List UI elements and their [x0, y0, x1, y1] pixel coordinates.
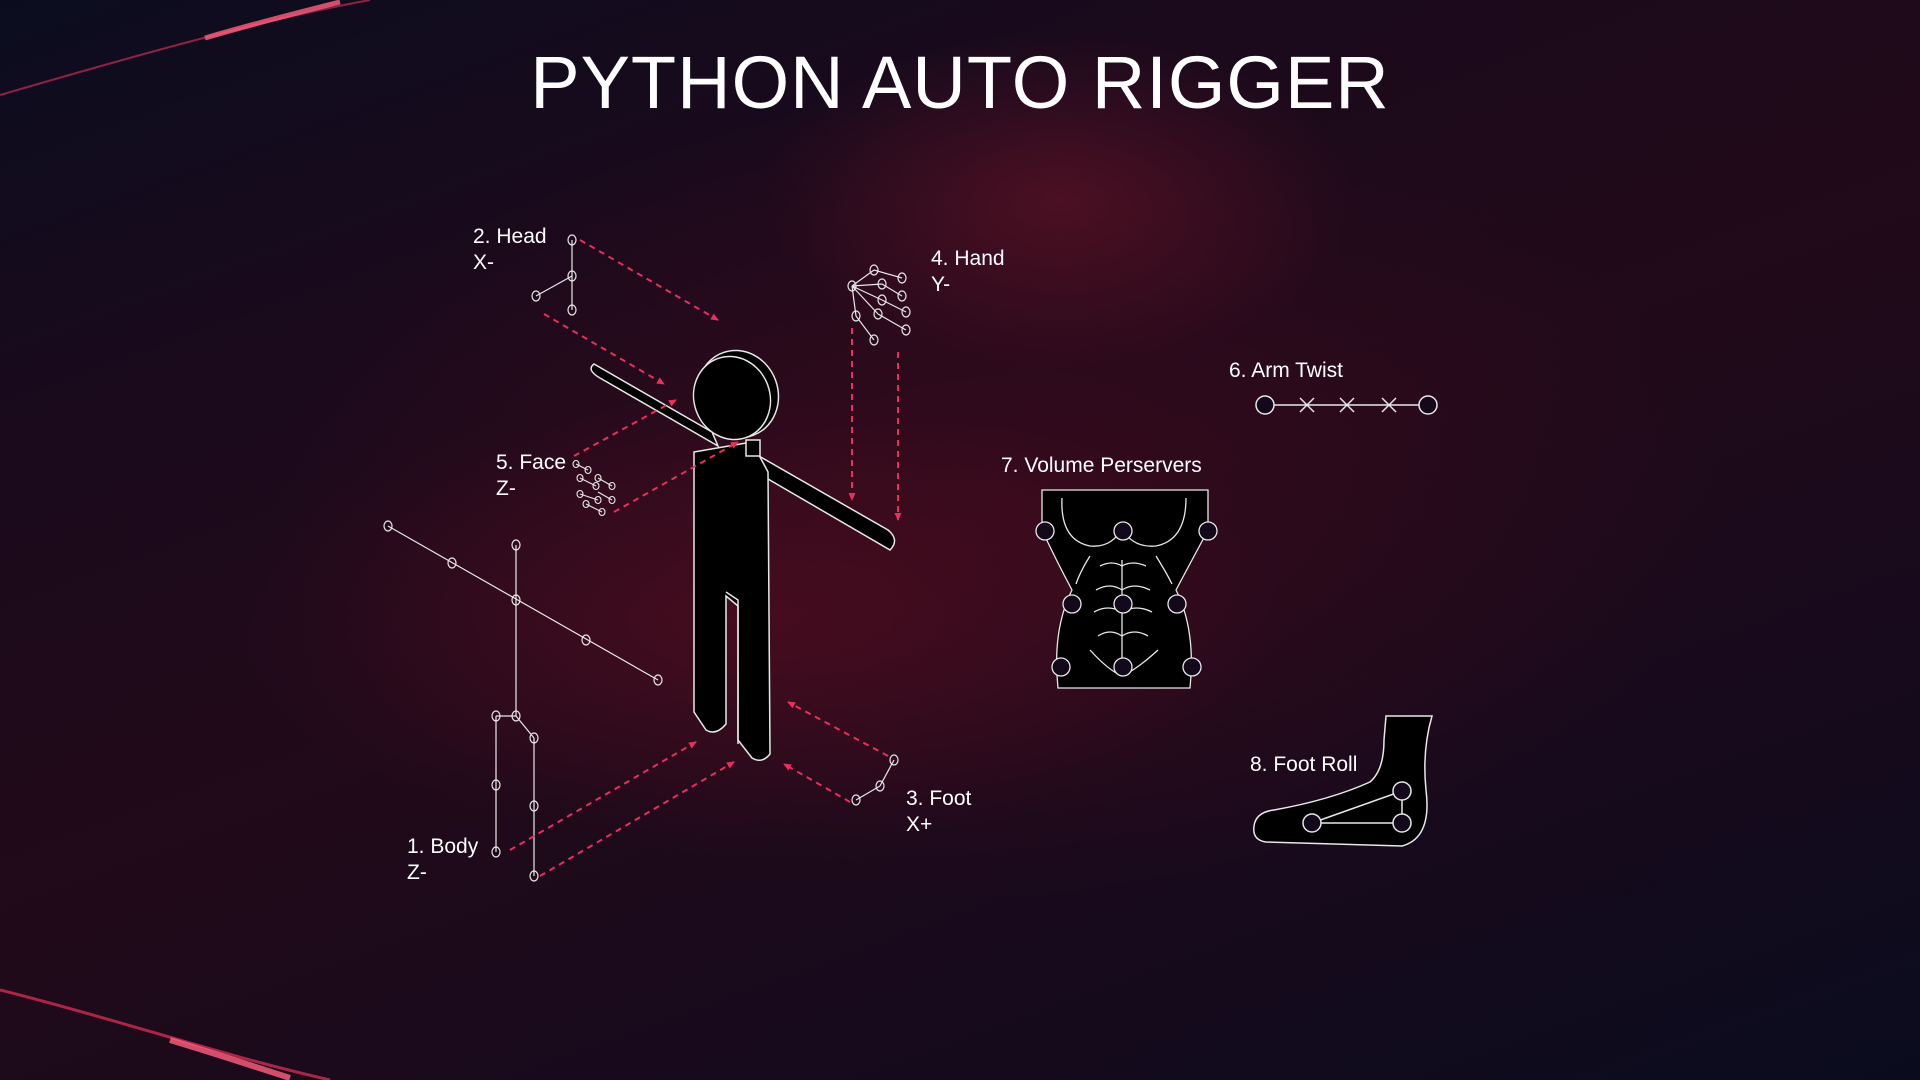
- head-skeleton: [531, 234, 577, 316]
- label-foot-axis: X+: [906, 813, 933, 836]
- label-foot-roll: 8. Foot Roll: [1250, 753, 1358, 776]
- label-head: 2. Head X-: [473, 224, 547, 276]
- label-body-name: 1. Body: [407, 835, 479, 858]
- label-face: 5. Face Z-: [496, 450, 566, 502]
- label-body: 1. Body Z-: [407, 834, 478, 886]
- label-hand-axis: Y-: [931, 273, 951, 296]
- label-head-name: 2. Head: [473, 225, 547, 248]
- label-head-axis: X-: [473, 251, 494, 274]
- label-hand-name: 4. Hand: [931, 247, 1005, 270]
- volume-torso: [1035, 489, 1218, 689]
- mapping-arrows: [509, 239, 902, 877]
- light-streaks: [0, 0, 371, 1080]
- label-arm-twist: 6. Arm Twist: [1229, 359, 1343, 382]
- character-silhouette: [590, 349, 896, 761]
- hand-skeleton: [847, 264, 911, 346]
- label-face-axis: Z-: [496, 477, 516, 500]
- arm-twist-chain: [1255, 395, 1438, 415]
- page-title: PYTHON AUTO RIGGER: [530, 41, 1390, 124]
- label-hand: 4. Hand Y-: [931, 246, 1005, 298]
- body-skeleton: [383, 520, 663, 882]
- label-foot-name: 3. Foot: [906, 787, 972, 810]
- face-skeleton: [572, 459, 616, 517]
- label-foot: 3. Foot X+: [906, 786, 971, 838]
- label-volume-perservers: 7. Volume Perservers: [1001, 454, 1202, 477]
- label-body-axis: Z-: [407, 861, 427, 884]
- foot-roll: [1253, 715, 1434, 847]
- label-face-name: 5. Face: [496, 451, 567, 474]
- foot-skeleton: [851, 754, 899, 806]
